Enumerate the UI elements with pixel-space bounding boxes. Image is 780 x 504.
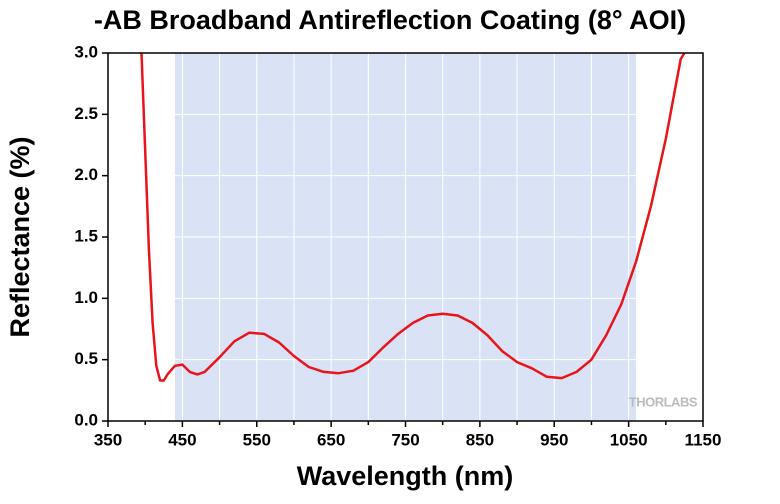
plot-frame <box>107 52 704 422</box>
y-tick-label: 3.0 <box>74 42 98 61</box>
x-axis-label: Wavelength (nm) <box>297 461 514 491</box>
y-tick-label: 1.5 <box>74 226 98 245</box>
y-tick-label: 2.0 <box>74 165 98 184</box>
x-tick-label: 1150 <box>685 430 722 449</box>
line-series <box>140 52 686 382</box>
watermark: THORLABS <box>629 394 698 409</box>
x-tick-label: 450 <box>168 430 196 449</box>
x-tick-label: 850 <box>466 430 494 449</box>
y-axis-label: Reflectance (%) <box>5 136 35 337</box>
x-tick-label: 950 <box>540 430 568 449</box>
y-tick-label: 0.5 <box>74 349 98 368</box>
y-tick-label: 2.5 <box>74 104 98 123</box>
x-tick-label: 650 <box>317 430 345 449</box>
y-tick-label: 1.0 <box>74 288 98 307</box>
y-tick-label: 0.0 <box>74 410 98 429</box>
x-tick-label: 550 <box>243 430 271 449</box>
x-tick-label: 750 <box>391 430 419 449</box>
x-tick-label: 350 <box>94 430 122 449</box>
chart-title: -AB Broadband Antireflection Coating (8°… <box>94 5 686 35</box>
x-tick-label: 1050 <box>610 430 648 449</box>
